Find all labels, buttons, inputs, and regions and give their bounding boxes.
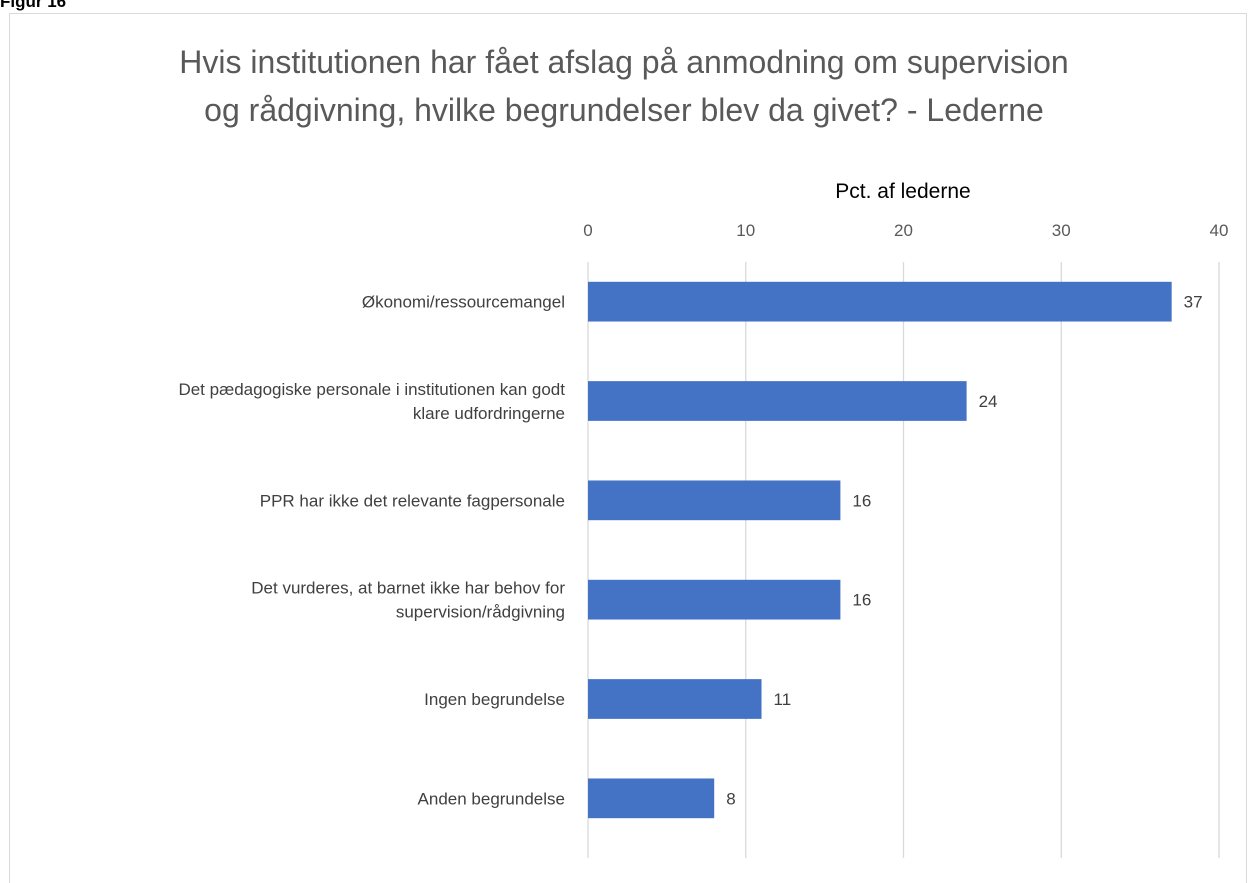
x-tick-label: 40 <box>1210 221 1229 240</box>
category-label: Økonomi/ressourcemangel <box>362 293 565 312</box>
data-label: 11 <box>774 690 792 709</box>
chart-title: Hvis institutionen har fået afslag på an… <box>0 38 1248 134</box>
data-label: 16 <box>852 491 871 510</box>
chart-title-line-1: Hvis institutionen har fået afslag på an… <box>179 44 1069 80</box>
data-label: 37 <box>1184 293 1203 312</box>
category-label: Det vurderes, at barnet ikke har behov f… <box>251 579 565 622</box>
category-label: Det pædagogiske personale i institutione… <box>178 380 565 423</box>
bar <box>588 679 762 719</box>
x-tick-label: 20 <box>894 221 913 240</box>
x-axis-ticks: 0 10 20 30 40 <box>583 221 1228 240</box>
bars <box>588 281 1172 819</box>
bar <box>588 281 1172 322</box>
x-axis-title: Pct. af lederne <box>835 180 970 203</box>
x-tick-label: 0 <box>583 221 592 240</box>
chart-title-line-2: og rådgivning, hvilke begrundelser blev … <box>204 92 1044 128</box>
bar <box>588 480 841 521</box>
x-tick-label: 10 <box>736 221 755 240</box>
gridlines <box>587 262 1220 858</box>
category-labels: Økonomi/ressourcemangel Det pædagogiske p… <box>178 293 565 809</box>
data-labels: 37 24 16 16 11 8 <box>726 293 1202 809</box>
bar <box>588 778 715 819</box>
category-label: PPR har ikke det relevante fagpersonale <box>260 491 565 510</box>
category-label: Ingen begrundelse <box>424 690 565 709</box>
data-label: 24 <box>979 392 998 411</box>
data-label: 8 <box>726 789 735 808</box>
x-tick-label: 30 <box>1052 221 1071 240</box>
figure-label: Figur 16 <box>0 0 67 11</box>
category-label: Anden begrundelse <box>418 789 565 808</box>
data-label: 16 <box>852 591 871 610</box>
bar <box>588 579 841 620</box>
bar <box>588 381 967 421</box>
chart-frame <box>9 13 1247 883</box>
